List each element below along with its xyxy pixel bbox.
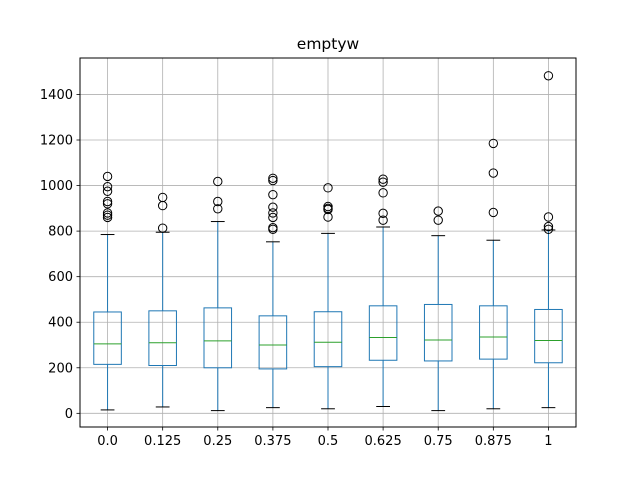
outlier-point (378, 174, 388, 184)
outlier-point (323, 212, 333, 222)
y-tick-label: 200 (48, 361, 73, 376)
outlier-point (213, 176, 223, 187)
outlier-point (488, 138, 499, 149)
outlier-point (433, 206, 443, 216)
outlier-point (378, 215, 388, 225)
y-tick-label: 1200 (40, 134, 73, 149)
box-group-0.5 (313, 183, 343, 410)
outlier-point (378, 208, 388, 219)
y-tick-label: 1000 (40, 179, 73, 194)
outlier-point (378, 177, 388, 187)
outlier-point (213, 196, 223, 207)
outlier-point (102, 199, 113, 209)
outlier-point (268, 224, 278, 234)
x-tick-label: 0.0 (97, 434, 118, 449)
x-tick-label: 1 (544, 434, 552, 449)
box-group-0.875 (479, 138, 508, 410)
y-tick-label: 1400 (40, 88, 73, 103)
outlier-point (157, 200, 168, 211)
chart-title: emptyw (297, 35, 360, 53)
outlier-point (102, 208, 113, 218)
outlier-point (543, 212, 554, 222)
box-layer (93, 71, 563, 412)
box-group-1 (534, 71, 563, 409)
box-group-0.75 (423, 206, 453, 412)
x-tick-label: 0.875 (475, 434, 512, 449)
outlier-point (102, 181, 113, 192)
outlier-point (157, 223, 168, 233)
outlier-point (323, 204, 333, 215)
outlier-point (102, 212, 113, 223)
box-group-0.375 (258, 173, 288, 409)
outlier-point (268, 189, 278, 200)
y-tick-label: 0 (65, 407, 73, 422)
outlier-point (323, 183, 333, 193)
outlier-point (433, 215, 443, 225)
box-group-0.25 (203, 176, 233, 412)
x-tick-label: 0.5 (318, 434, 339, 449)
y-tick-label: 800 (48, 225, 73, 240)
outlier-point (102, 196, 113, 207)
x-tick-label: 0.625 (365, 434, 402, 449)
outlier-point (543, 221, 554, 232)
x-tick-label: 0.25 (203, 434, 232, 449)
outlier-point (543, 224, 554, 234)
y-tick-label: 400 (48, 316, 73, 331)
outlier-point (102, 210, 113, 220)
outlier-point (268, 173, 278, 183)
outlier-point (268, 212, 278, 223)
tick-layer: 0 200 400 600 800 1000 1200 1400 0.0 0.125 0.25 0.3… (40, 88, 553, 449)
outlier-point (102, 186, 113, 196)
outlier-point (102, 171, 113, 182)
box-group-0.0 (93, 171, 122, 411)
outlier-point (213, 204, 223, 214)
x-tick-label: 0.125 (144, 434, 181, 449)
box-group-0.125 (148, 192, 177, 408)
x-tick-label: 0.75 (424, 434, 453, 449)
y-tick-label: 600 (48, 270, 73, 285)
outlier-point (488, 168, 499, 178)
box-group-0.625 (368, 174, 398, 407)
outlier-point (268, 208, 278, 218)
outlier-point (543, 71, 554, 81)
x-tick-label: 0.375 (254, 434, 291, 449)
outlier-point (488, 207, 499, 218)
outlier-point (378, 188, 388, 198)
outlier-point (268, 175, 278, 186)
outlier-point (268, 202, 278, 212)
